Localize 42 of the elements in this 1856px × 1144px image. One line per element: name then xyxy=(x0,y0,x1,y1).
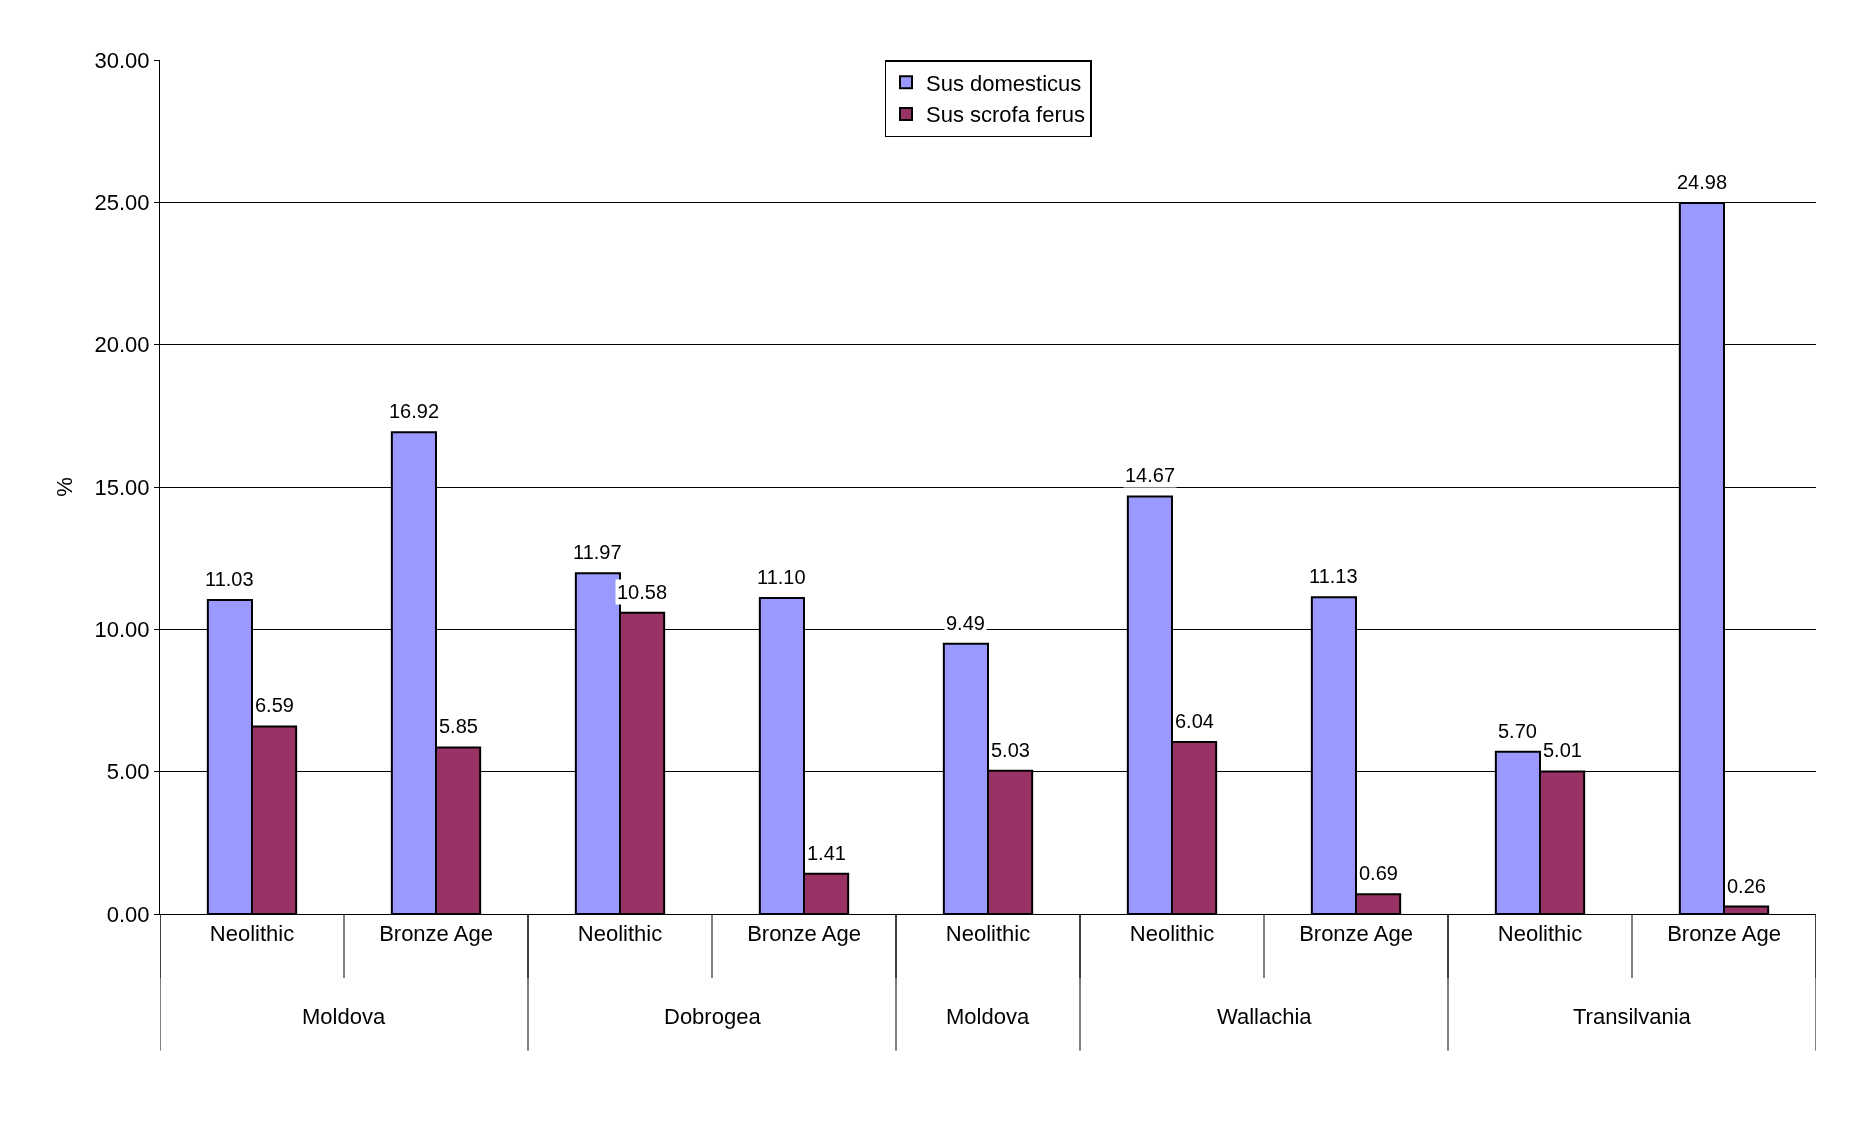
y-axis-title: % xyxy=(52,477,78,497)
x-tick-label: Neolithic xyxy=(577,921,663,947)
data-label: 11.10 xyxy=(757,566,806,588)
data-label: 24.98 xyxy=(1677,171,1728,193)
data-label: 11.13 xyxy=(1309,565,1358,587)
x-tick-label: Bronze Age xyxy=(1667,921,1781,947)
y-tick-label: 25.00 xyxy=(94,190,150,216)
text: Transilvania xyxy=(1573,1004,1692,1029)
x-tick-label: Neolithic xyxy=(945,921,1031,947)
text: Moldova xyxy=(302,1004,386,1029)
data-label: 5.01 xyxy=(1543,739,1582,761)
data-label: 14.67 xyxy=(1125,464,1176,486)
y-tick-label: 0.00 xyxy=(106,901,150,927)
data-label: 9.49 xyxy=(946,612,985,634)
data-label: 11.03 xyxy=(205,568,254,590)
data-label: 5.03 xyxy=(991,739,1030,761)
x-tick-label: Neolithic xyxy=(1129,921,1215,947)
text: Wallachia xyxy=(1217,1004,1313,1029)
text: Dobrogea xyxy=(664,1004,762,1029)
y-tick-label: 10.00 xyxy=(94,617,150,643)
data-label: 6.59 xyxy=(255,694,294,716)
y-tick-label: 30.00 xyxy=(94,47,150,73)
data-label: 5.85 xyxy=(439,715,478,737)
x-tick-label: Bronze Age xyxy=(1299,921,1413,947)
data-label: 11.97 xyxy=(573,541,622,563)
data-label: 0.26 xyxy=(1727,875,1766,897)
data-label: 0.69 xyxy=(1359,862,1398,884)
x-tick-label: Bronze Age xyxy=(379,921,493,947)
data-label: 1.41 xyxy=(807,842,846,864)
x-tick-label: Neolithic xyxy=(209,921,295,947)
data-label: 6.04 xyxy=(1175,710,1214,732)
y-tick-label: 15.00 xyxy=(94,474,150,500)
legend-label: Sus domesticus xyxy=(926,70,1082,96)
legend-label: Sus scrofa ferus xyxy=(926,102,1085,128)
text: Moldova xyxy=(946,1004,1030,1029)
y-tick-label: 20.00 xyxy=(94,332,150,358)
data-label: 16.92 xyxy=(389,400,440,422)
data-label: 10.58 xyxy=(617,581,668,603)
x-tick-label: Bronze Age xyxy=(747,921,861,947)
x-tick-label: Neolithic xyxy=(1497,921,1583,947)
data-label: 5.70 xyxy=(1498,720,1537,742)
y-tick-label: 5.00 xyxy=(106,759,150,785)
